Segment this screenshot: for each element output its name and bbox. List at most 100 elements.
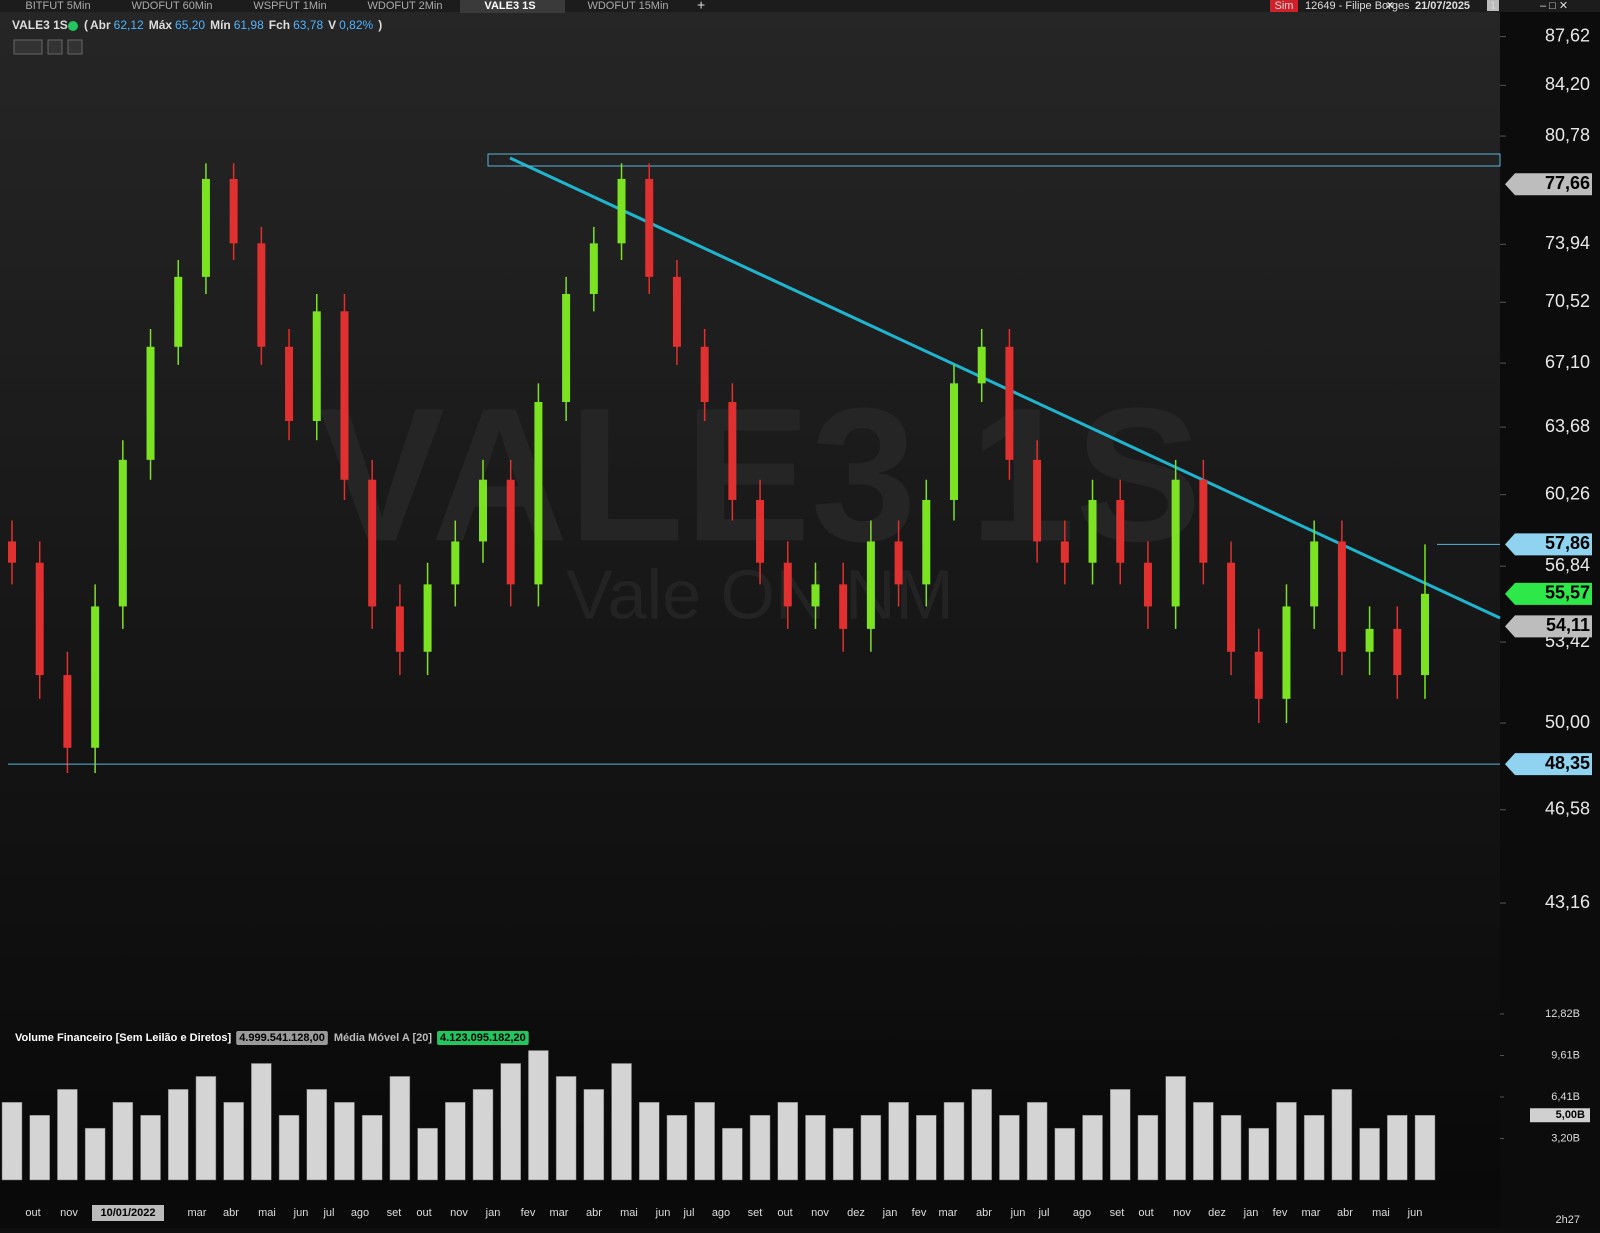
volume-bar [999,1114,1020,1181]
candle-body [479,479,487,542]
x-tick-label: out [1138,1207,1153,1219]
toolbar-button[interactable] [13,39,43,55]
toolbar-button[interactable] [47,39,63,55]
volume-bar [694,1102,715,1181]
x-tick-label: set [387,1207,402,1219]
candle-body [672,276,681,347]
price-tag [1505,173,1592,196]
header-label: Máx [149,18,173,32]
volume-header-box [437,1031,529,1045]
volume-bar [749,1114,771,1181]
y-tick-label: 67,10 [1545,352,1590,372]
volume-bar [167,1089,189,1181]
price-tag-label: 77,66 [1545,173,1590,193]
x-tick-label: set [748,1207,763,1219]
candle-body [1282,606,1291,699]
volume-bar [832,1127,854,1181]
volume-header: 4.999.541.128,00 [239,1032,325,1044]
y-tick-label: 46,58 [1545,799,1590,819]
resistance-zone [487,153,1501,167]
tab[interactable]: VALE3 1S [484,0,535,12]
tab[interactable]: WDOFUT 60Min [131,0,212,12]
volume-bar [306,1089,328,1181]
volume-bar [472,1089,494,1181]
volume-tick-label: 9,61B [1551,1049,1580,1061]
x-tick-label: jun [655,1207,671,1219]
candle-body [285,346,294,421]
price-tag [1505,753,1592,776]
header-label: Fch [269,18,290,32]
candle-body [562,293,571,403]
candle-body [340,311,349,480]
tab[interactable]: BITFUT 5Min [25,0,90,12]
y-tick-label: 43,16 [1545,892,1590,912]
add-tab[interactable]: + [697,0,705,13]
candle-body [783,562,792,607]
volume-bar [1193,1102,1214,1181]
candle-body [312,311,321,421]
candle-body [728,402,737,500]
candle-body [1227,562,1236,652]
tab[interactable]: WDOFUT 15Min [587,0,668,12]
candle-body [811,584,820,607]
x-tick-label: jan [882,1207,898,1219]
x-tick-label: mar [188,1207,207,1219]
volume-bar [195,1076,217,1181]
x-tick-label: jan [485,1207,501,1219]
volume-bar [1331,1089,1353,1181]
volume-bar [1,1102,23,1181]
volume-bar [1387,1114,1408,1181]
x-tick-label: fev [912,1207,927,1219]
candle-body [1088,499,1097,563]
candle-body [839,584,848,629]
status-dot [68,21,78,31]
volume-current-label: 5,00B [1556,1109,1585,1121]
x-tick-label: out [416,1207,431,1219]
y-tick-label: 60,26 [1545,483,1590,503]
x-close-tab[interactable]: × [1386,0,1393,12]
x-tick-label: mai [258,1207,276,1219]
price-tag-label: 54,11 [1546,615,1590,635]
volume-bar [1082,1114,1103,1181]
volume-bar [583,1089,605,1181]
candle-body [451,541,460,585]
volume-bar [389,1076,411,1181]
tab[interactable]: WSPFUT 1Min [253,0,326,12]
candle-body [368,479,377,607]
toolbar-button[interactable] [67,39,83,55]
x-tick-label: abr [223,1207,239,1219]
x-tick-label: mai [620,1207,638,1219]
x-tick-label: jul [1037,1207,1049,1219]
volume-bar [860,1114,882,1181]
volume-bar [500,1063,521,1181]
volume-bar [445,1102,466,1181]
symbol: VALE3 1S [12,18,68,32]
paren: ( [84,18,88,32]
x-tick-label: jul [682,1207,694,1219]
y-tick-label: 73,94 [1545,233,1590,253]
volume-bar [916,1114,937,1181]
volume-bar [971,1089,992,1181]
volume-header: 4.123.095.182,20 [440,1032,526,1044]
x-tick-label: fev [521,1207,536,1219]
volume-bar [334,1102,355,1181]
y-tick-label: 80,78 [1545,125,1590,145]
x-tick-label: mar [550,1207,569,1219]
volume-bar [1220,1114,1242,1181]
window-controls[interactable]: – □ ✕ [1540,0,1568,12]
x-tick-label: jun [1010,1207,1026,1219]
volume-bar [805,1114,826,1181]
tab[interactable]: WDOFUT 2Min [368,0,443,12]
volume-bar [777,1102,799,1181]
volume-bar [140,1114,161,1181]
volume-bar [528,1050,549,1181]
timer: 2h27 [1556,1214,1580,1226]
price-tag [1505,582,1592,605]
candle-body [63,675,72,748]
volume-bar [1109,1089,1131,1181]
volume-header-box [236,1031,328,1045]
candle-body [506,479,515,585]
y-tick-label: 87,62 [1545,25,1590,45]
volume-current-box [1530,1108,1590,1123]
price-tag [1505,615,1592,638]
